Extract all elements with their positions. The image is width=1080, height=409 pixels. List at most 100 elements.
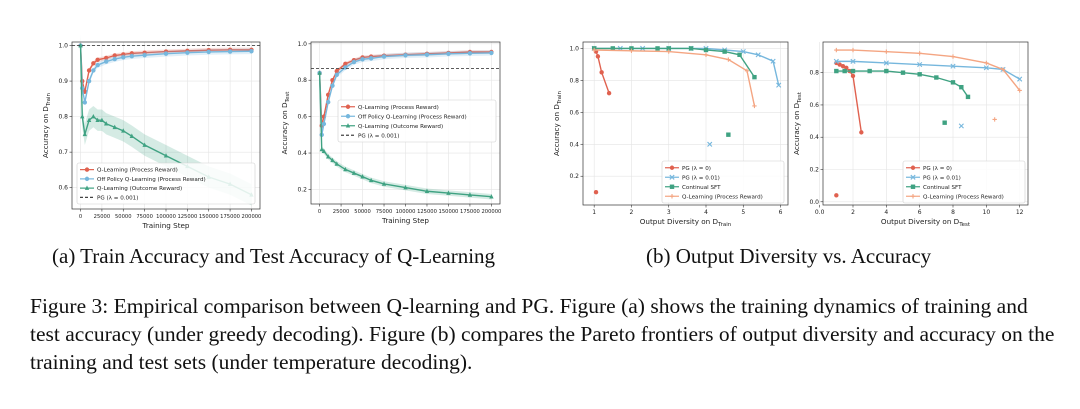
data-point	[850, 58, 856, 64]
outlier-point	[942, 120, 947, 125]
data-point	[446, 190, 451, 195]
data-point	[950, 54, 956, 59]
data-point	[103, 121, 109, 126]
legend-entry: PG (λ = 0.001)	[358, 133, 399, 139]
legend: PG (λ = 0) PG (λ = 0.01) Continual SFT Q-Le…	[661, 160, 785, 204]
x-tick-label: 2	[851, 209, 855, 216]
x-tick-label: 0	[318, 209, 321, 215]
legend-marker	[910, 184, 916, 189]
data-point	[330, 157, 335, 163]
data-point	[321, 148, 327, 154]
legend-entry: Off Policy Q-Learning (Process Reward)	[97, 177, 206, 183]
x-tick-label: 100000	[156, 214, 176, 220]
data-point	[206, 49, 211, 55]
x-axis-label: Output Diversity on DTrain	[640, 217, 732, 228]
data-point	[467, 192, 473, 197]
data-point	[163, 153, 169, 158]
series-line	[836, 49, 1021, 91]
data-point	[666, 49, 671, 54]
outlier-point	[593, 190, 599, 195]
legend-entry: Q-Learning (Process Reward)	[682, 194, 763, 200]
y-tick-label: 0.2	[569, 173, 579, 180]
x-tick-label: 4	[884, 209, 888, 216]
data-point	[185, 50, 190, 55]
y-axis-label: Accuracy on DTest	[280, 91, 291, 155]
y-tick-label: 0.8	[297, 77, 307, 84]
data-point	[424, 188, 430, 194]
data-point	[82, 131, 88, 137]
data-point	[984, 60, 989, 66]
legend-marker	[84, 176, 90, 182]
legend: PG (λ = 0) PG (λ = 0.01) Continual SFT Q-Le…	[902, 160, 1026, 204]
y-tick-label: 0.2	[809, 166, 819, 173]
data-point	[129, 133, 135, 138]
x-tick-label: 10	[983, 209, 991, 216]
x-tick-label: 75000	[136, 214, 153, 220]
legend-entry: Q-Learning (Process Reward)	[358, 105, 439, 111]
y-tick-label: 0.4	[569, 141, 579, 148]
legend-entry: PG (λ = 0.01)	[923, 175, 961, 181]
legend-entry: Q-Learning (Outcome Reward)	[97, 186, 182, 192]
y-tick-label: 0.6	[569, 109, 579, 116]
y-tick-label: 0.8	[569, 77, 579, 84]
data-point	[883, 60, 889, 66]
legend: Q-Learning (Process Reward) Off Policy Q-…	[76, 162, 256, 205]
data-point	[489, 194, 494, 199]
legend-entry: Q-Learning (Process Reward)	[97, 168, 178, 174]
x-tick-label: 25000	[333, 209, 350, 215]
data-point	[91, 114, 96, 119]
data-point	[688, 46, 694, 51]
data-point	[900, 70, 906, 75]
data-point	[317, 70, 322, 75]
data-point	[78, 42, 83, 48]
data-point	[950, 80, 956, 85]
legend-entry: Q-Learning (Process Reward)	[923, 194, 1004, 200]
y-tick-label: 0.6	[58, 185, 68, 192]
data-point	[142, 142, 147, 147]
legend-entry: Q-Learning (Outcome Reward)	[358, 124, 443, 130]
data-point	[80, 114, 85, 119]
x-tick-label: 6	[779, 209, 783, 216]
legend-marker	[669, 165, 675, 170]
data-point	[606, 90, 612, 96]
data-point	[368, 177, 374, 183]
x-tick-label: 5	[741, 209, 745, 216]
data-point	[752, 103, 757, 109]
data-point	[360, 174, 365, 179]
plot-frame	[822, 41, 1029, 206]
data-point	[629, 46, 634, 51]
legend-marker	[345, 123, 351, 128]
legend-entry: Continual SFT	[682, 185, 721, 191]
data-point	[489, 50, 494, 56]
data-point	[867, 68, 872, 74]
data-point	[163, 51, 169, 56]
data-point	[850, 73, 856, 79]
legend-entry: PG (λ = 0)	[923, 166, 952, 172]
legend-marker	[345, 104, 351, 109]
data-point	[321, 121, 327, 127]
data-point	[737, 52, 742, 57]
data-point	[666, 46, 671, 51]
chart-b1: 1 2 3 4 5 60.20.40.60.81.0PG (λ = 0)PG (λ = 0…	[569, 41, 789, 216]
data-point	[351, 59, 357, 65]
legend-marker	[669, 194, 675, 199]
legend-marker	[669, 184, 675, 189]
legend-marker	[669, 174, 675, 180]
x-tick-label: 2	[630, 209, 634, 216]
x-tick-label: 6	[918, 209, 922, 216]
legend-marker	[910, 165, 916, 170]
x-tick-label: 4	[704, 209, 708, 216]
legend-entry: PG (λ = 0.001)	[97, 195, 138, 201]
data-point	[91, 68, 96, 73]
data-point	[1017, 76, 1023, 82]
data-point	[859, 130, 864, 135]
x-tick-label: 0.0	[815, 209, 825, 216]
data-point	[249, 49, 254, 54]
legend-box	[661, 160, 785, 204]
y-tick-label: 0.0	[809, 199, 819, 206]
legend-marker	[345, 114, 351, 119]
data-point	[740, 48, 746, 55]
data-point	[983, 65, 989, 71]
x-tick-label: 75000	[376, 209, 393, 215]
data-point	[91, 61, 96, 66]
